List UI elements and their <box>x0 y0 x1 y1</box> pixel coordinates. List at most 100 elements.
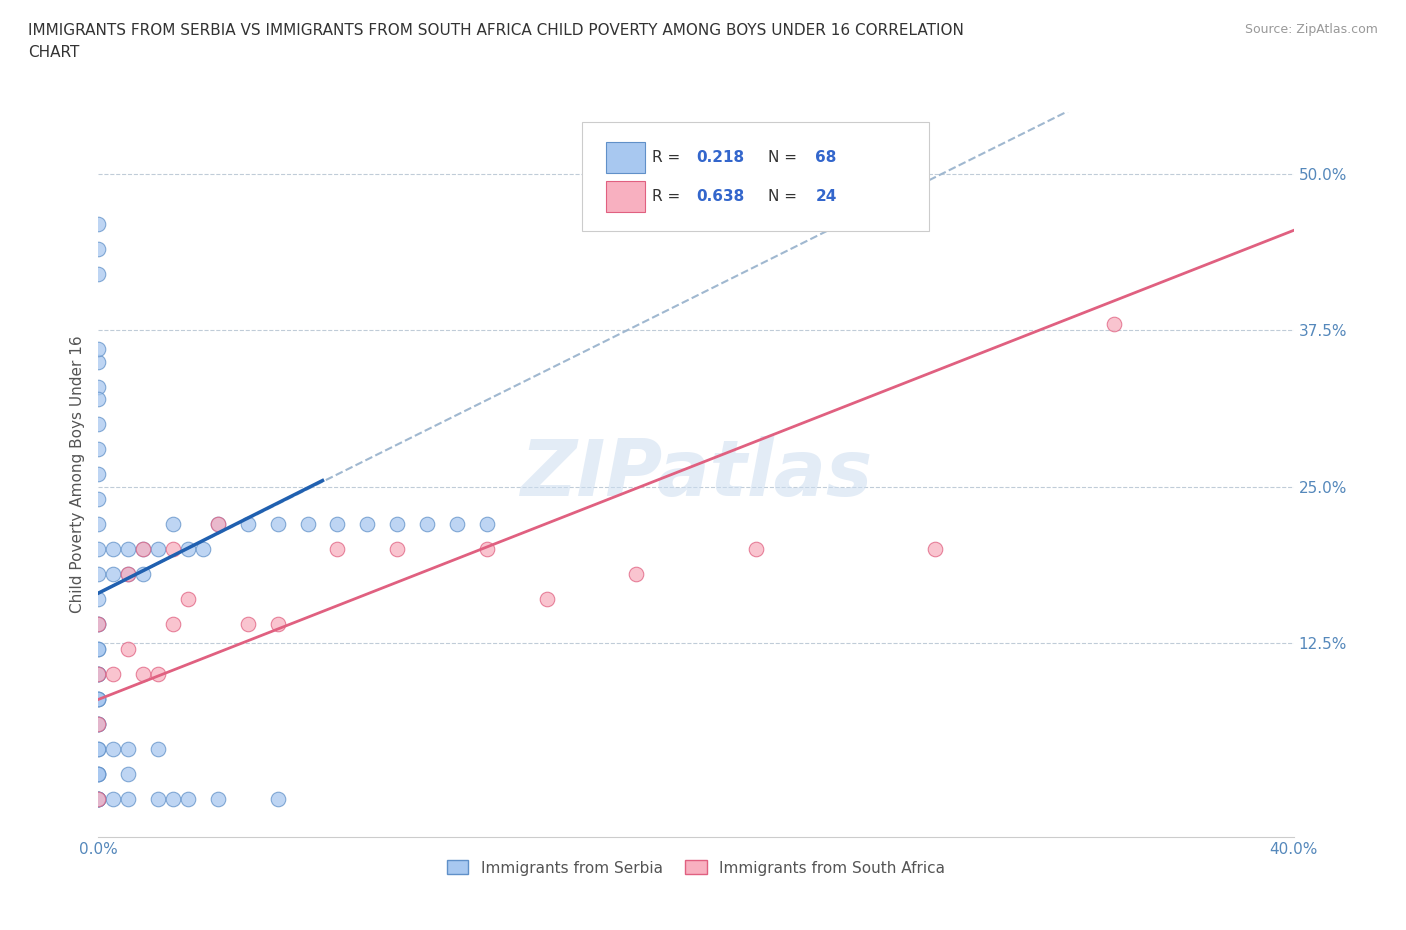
Point <box>87 217 110 232</box>
Point <box>326 517 349 532</box>
Point <box>267 792 290 807</box>
Point <box>117 792 139 807</box>
Point <box>87 767 110 782</box>
Point <box>87 717 110 732</box>
Point <box>87 767 110 782</box>
Point <box>475 542 498 557</box>
Text: 68: 68 <box>815 150 837 165</box>
Point <box>87 392 110 406</box>
Point <box>177 792 200 807</box>
FancyBboxPatch shape <box>582 123 929 232</box>
Point <box>87 792 110 807</box>
Point <box>1104 317 1126 332</box>
Point <box>148 792 170 807</box>
Point <box>87 517 110 532</box>
Point <box>132 667 155 682</box>
Point <box>267 517 290 532</box>
Point <box>162 517 184 532</box>
Point <box>87 567 110 582</box>
Point <box>87 717 110 732</box>
Point <box>267 617 290 631</box>
Point <box>87 354 110 369</box>
Point <box>148 542 170 557</box>
Point <box>87 242 110 257</box>
Text: 0.638: 0.638 <box>696 189 744 204</box>
Point <box>87 667 110 682</box>
Text: N =: N = <box>768 150 801 165</box>
Text: Source: ZipAtlas.com: Source: ZipAtlas.com <box>1244 23 1378 36</box>
Point <box>162 542 184 557</box>
Point <box>87 692 110 707</box>
Point <box>87 342 110 357</box>
Point <box>924 542 946 557</box>
Point <box>177 542 200 557</box>
Point <box>162 617 184 631</box>
Point <box>87 792 110 807</box>
Point <box>87 492 110 507</box>
Point <box>117 542 139 557</box>
Point <box>132 542 155 557</box>
Point <box>207 792 229 807</box>
Point <box>356 517 378 532</box>
Y-axis label: Child Poverty Among Boys Under 16: Child Poverty Among Boys Under 16 <box>70 336 86 613</box>
Point <box>87 642 110 657</box>
Point <box>87 467 110 482</box>
Point <box>177 591 200 606</box>
Point <box>87 667 110 682</box>
Point <box>87 792 110 807</box>
Point <box>207 517 229 532</box>
Point <box>162 792 184 807</box>
Point <box>87 617 110 631</box>
Point <box>446 517 468 532</box>
Point <box>626 567 648 582</box>
Point <box>326 542 349 557</box>
Point <box>132 567 155 582</box>
FancyBboxPatch shape <box>606 181 644 212</box>
Text: IMMIGRANTS FROM SERBIA VS IMMIGRANTS FROM SOUTH AFRICA CHILD POVERTY AMONG BOYS : IMMIGRANTS FROM SERBIA VS IMMIGRANTS FRO… <box>28 23 965 60</box>
Point <box>87 591 110 606</box>
Point <box>87 617 110 631</box>
Point <box>475 517 498 532</box>
Text: N =: N = <box>768 189 801 204</box>
Point <box>117 767 139 782</box>
Point <box>87 379 110 394</box>
Point <box>87 692 110 707</box>
Point <box>536 591 558 606</box>
Point <box>87 667 110 682</box>
Point <box>117 567 139 582</box>
Point <box>87 792 110 807</box>
Text: 0.218: 0.218 <box>696 150 744 165</box>
Point <box>385 542 409 557</box>
Point <box>117 567 139 582</box>
Point <box>236 517 259 532</box>
Point <box>87 742 110 757</box>
Point <box>207 517 229 532</box>
Point <box>117 742 139 757</box>
Point <box>416 517 439 532</box>
Text: R =: R = <box>652 150 685 165</box>
FancyBboxPatch shape <box>606 142 644 173</box>
Point <box>87 742 110 757</box>
Point <box>87 267 110 282</box>
Text: ZIPatlas: ZIPatlas <box>520 436 872 512</box>
Text: 24: 24 <box>815 189 837 204</box>
Point <box>103 792 125 807</box>
Point <box>87 792 110 807</box>
Point <box>103 667 125 682</box>
Point <box>103 742 125 757</box>
Point <box>148 742 170 757</box>
Point <box>87 717 110 732</box>
Point <box>297 517 319 532</box>
Point <box>87 667 110 682</box>
Point <box>87 417 110 432</box>
Legend: Immigrants from Serbia, Immigrants from South Africa: Immigrants from Serbia, Immigrants from … <box>443 856 949 880</box>
Point <box>236 617 259 631</box>
Point <box>117 642 139 657</box>
Point <box>87 617 110 631</box>
Point <box>103 567 125 582</box>
Point <box>87 767 110 782</box>
Text: R =: R = <box>652 189 685 204</box>
Point <box>103 542 125 557</box>
Point <box>745 542 768 557</box>
Point <box>87 717 110 732</box>
